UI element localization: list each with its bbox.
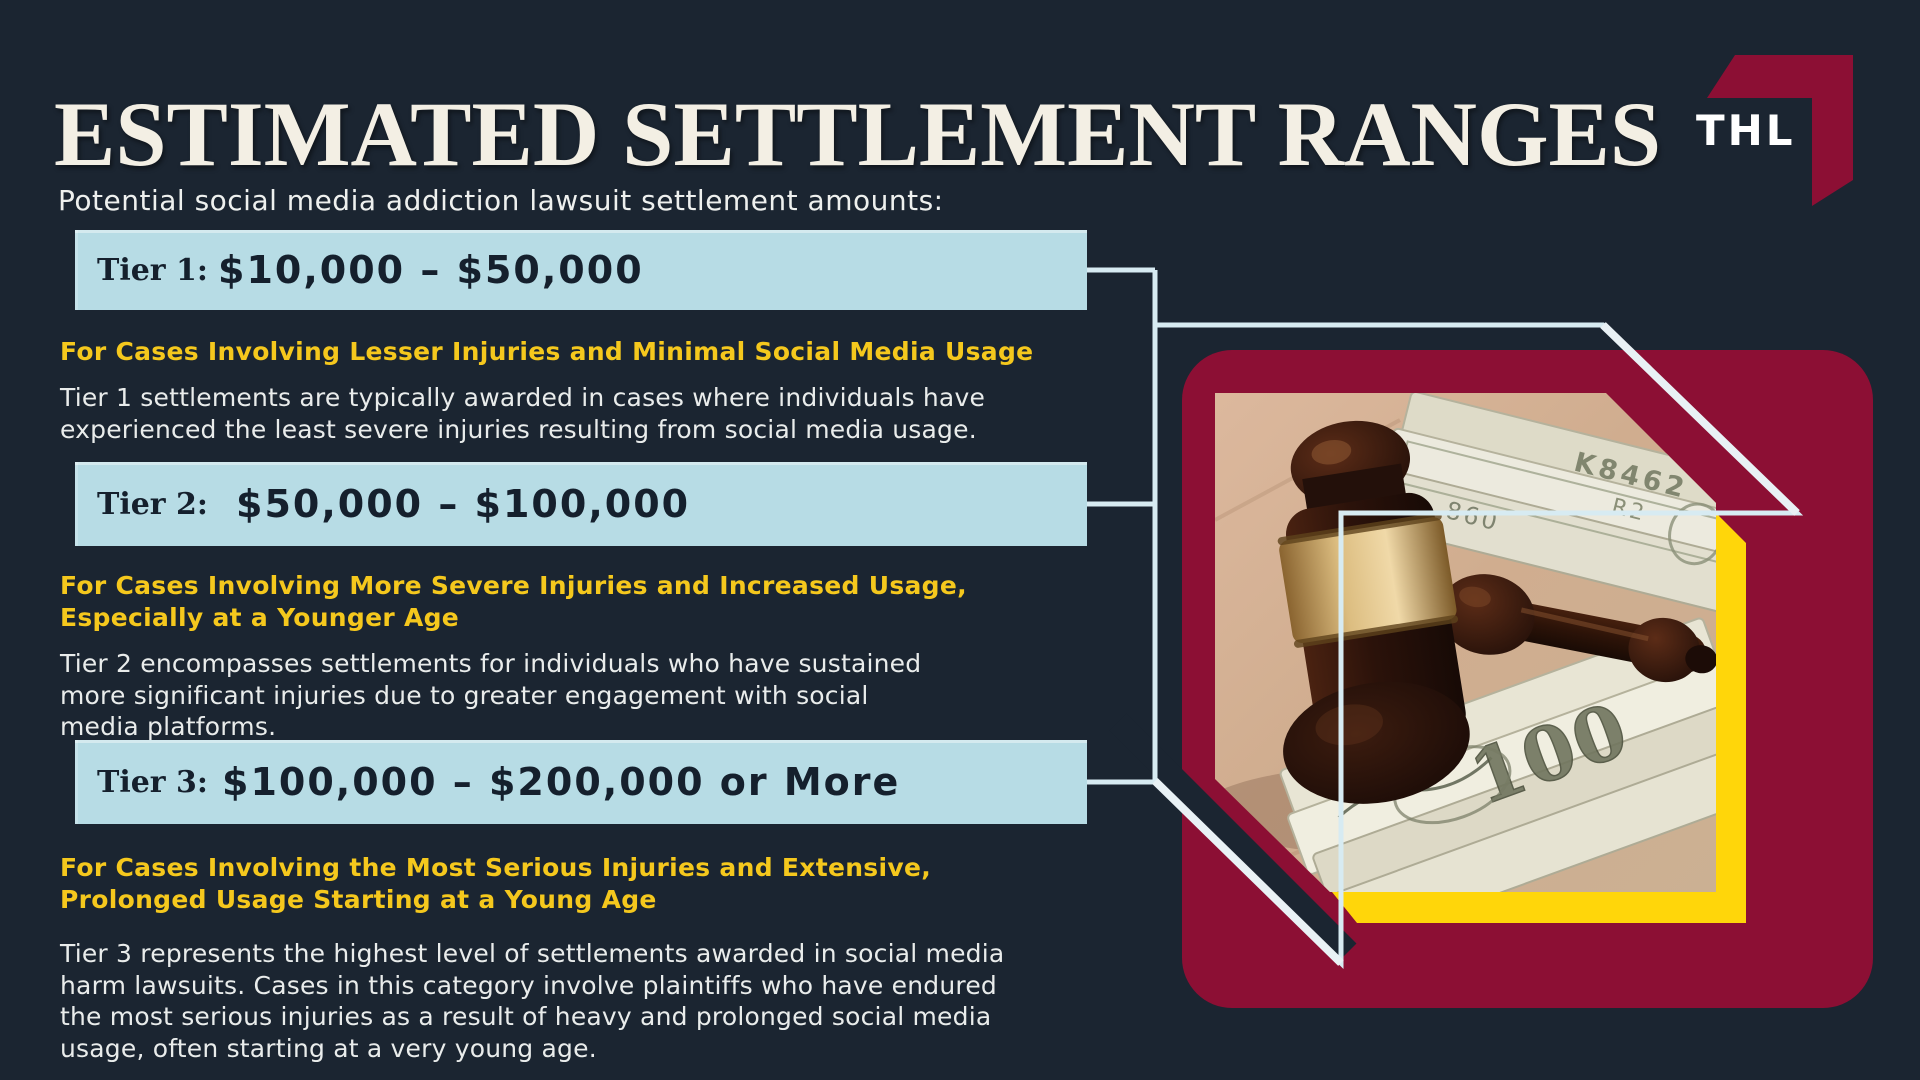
tier-2-range-box: Tier 2: $50,000 – $100,000 — [75, 462, 1087, 546]
page-title: ESTIMATED SETTLEMENT RANGES — [54, 82, 1662, 185]
bill-serial-fragment: R2 — [1609, 494, 1649, 527]
frame-outline — [1153, 322, 1804, 969]
maroon-panel — [1182, 350, 1873, 1008]
tier-2-description: Tier 2 encompasses settlements for indiv… — [60, 649, 922, 741]
wood-background — [1215, 393, 1716, 892]
tier-1-heading: For Cases Involving Lesser Injuries and … — [60, 337, 1034, 366]
gavel-money-photo: K8462 R2 860 100 — [1215, 393, 1716, 892]
tier-3-amount: $100,000 – $200,000 or More — [222, 760, 901, 804]
bill-plate-number: 860 — [1443, 496, 1503, 536]
bill-denomination: 100 — [1460, 687, 1640, 823]
connector-lines — [1087, 267, 1804, 969]
tier-3-description: Tier 3 represents the highest level of s… — [60, 939, 1005, 1063]
wood-grain — [1215, 418, 1716, 892]
photo-shadow — [1215, 762, 1660, 858]
tier-3-heading: For Cases Involving the Most Serious Inj… — [60, 853, 932, 914]
tier-2-amount: $50,000 – $100,000 — [236, 482, 691, 526]
gavel-head — [1277, 420, 1470, 804]
tier-2-heading: For Cases Involving More Severe Injuries… — [60, 571, 967, 632]
yellow-frame — [1332, 513, 1746, 923]
bill-serial-number: K8462 — [1571, 447, 1691, 505]
tier-connector-stubs — [1087, 267, 1158, 785]
money-stack-lower: 100 — [1279, 617, 1716, 892]
tier-1-range-box: Tier 1: $10,000 – $50,000 — [75, 230, 1087, 310]
tier-1-amount: $10,000 – $50,000 — [218, 248, 644, 292]
thl-logo-flag-icon — [1707, 55, 1853, 206]
thl-logo: THL — [1690, 40, 1865, 215]
tier-3-range-box: Tier 3: $100,000 – $200,000 or More — [75, 740, 1087, 824]
tier-2-label: Tier 2: — [97, 486, 209, 522]
tier-3-label: Tier 3: — [97, 764, 209, 800]
frame-diagonals — [1152, 322, 1800, 966]
panel-notch — [1109, 713, 1357, 961]
money-stack-upper: K8462 R2 860 — [1378, 393, 1716, 614]
tier-1-label: Tier 1: — [97, 252, 209, 288]
thl-logo-text: THL — [1696, 106, 1796, 155]
tier-1-description: Tier 1 settlements are typically awarded… — [60, 383, 986, 444]
gavel-handle — [1439, 574, 1716, 683]
page-subtitle: Potential social media addiction lawsuit… — [58, 184, 944, 217]
